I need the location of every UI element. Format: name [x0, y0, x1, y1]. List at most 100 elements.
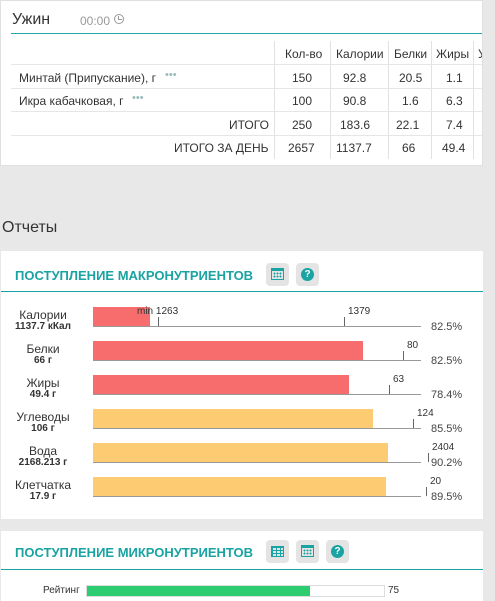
- macro-name: Жиры: [26, 376, 60, 390]
- food-quantity[interactable]: 100: [292, 94, 313, 108]
- food-fat: 6.3: [446, 94, 463, 108]
- reports-title: Отчеты: [2, 219, 58, 236]
- macro-label: Углеводы 106 г: [1, 411, 85, 435]
- col-header-quantity: Кол-во: [285, 47, 323, 61]
- table-icon: [271, 546, 284, 557]
- macro-name: Углеводы: [16, 410, 70, 424]
- row-divider: [11, 88, 482, 89]
- macro-percent: 89.5%: [431, 491, 463, 503]
- column-divider: [274, 41, 275, 159]
- macro-name: Калории: [19, 308, 67, 322]
- macro-bar: [93, 341, 363, 360]
- food-name[interactable]: Икра кабачковая, г: [19, 94, 124, 108]
- day-total-quantity: 2657: [288, 141, 315, 155]
- macro-label: Калории 1137.7 кКал: [1, 309, 85, 333]
- calendar-button[interactable]: [296, 540, 319, 563]
- more-icon[interactable]: •••: [165, 69, 177, 81]
- more-icon[interactable]: •••: [132, 92, 144, 104]
- macro-value: 66 г: [33, 355, 53, 366]
- col-header-calories: Калории: [336, 47, 384, 61]
- macro-axis: [93, 462, 421, 463]
- table-view-button[interactable]: [266, 540, 289, 563]
- macro-axis: [93, 394, 421, 395]
- food-calories: 90.8: [343, 94, 367, 108]
- meal-header-divider: [11, 33, 482, 34]
- meal-title: Ужин: [12, 11, 51, 28]
- help-icon: ?: [301, 268, 314, 281]
- rating-label: Рейтинг: [43, 585, 80, 596]
- food-name[interactable]: Минтай (Припускание), г: [19, 71, 156, 85]
- row-divider: [11, 111, 482, 112]
- target-tick: [413, 419, 414, 428]
- food-quantity[interactable]: 150: [292, 71, 313, 85]
- macro-label: Белки 66 г: [1, 343, 85, 367]
- macronutrients-card: ПОСТУПЛЕНИЕ МАКРОНУТРИЕНТОВ ? Калории 113…: [1, 251, 483, 519]
- clock-icon[interactable]: [114, 14, 124, 24]
- food-fat: 1.1: [446, 71, 463, 85]
- macro-percent: 82.5%: [431, 355, 463, 367]
- macro-label: Вода 2168.213 г: [1, 445, 85, 469]
- help-button[interactable]: ?: [296, 263, 319, 286]
- macro-axis: [93, 360, 421, 361]
- column-divider: [473, 41, 474, 159]
- macro-axis: [93, 326, 421, 327]
- target-value: 1379: [348, 306, 371, 317]
- macro-value: 17.9 г: [29, 491, 57, 502]
- target-value: 20: [430, 476, 442, 487]
- rating-track: [86, 585, 385, 597]
- column-divider: [431, 41, 432, 159]
- micro-card-title: ПОСТУПЛЕНИЕ МИКРОНУТРИЕНТОВ: [15, 545, 254, 560]
- macro-value: 106 г: [31, 423, 55, 434]
- macro-axis: [93, 496, 421, 497]
- macro-card-divider: [1, 291, 483, 292]
- target-tick: [426, 487, 427, 496]
- help-button[interactable]: ?: [326, 540, 349, 563]
- day-total-protein: 66: [402, 141, 416, 155]
- target-value: 2404: [432, 442, 455, 453]
- day-total-fat: 49.4: [442, 141, 466, 155]
- target-value: 124: [417, 408, 434, 419]
- macro-value: 1137.7 кКал: [15, 321, 71, 332]
- macro-value: 2168.213 г: [18, 457, 68, 468]
- food-protein: 20.5: [399, 71, 423, 85]
- macro-name: Белки: [26, 342, 60, 356]
- macro-name: Клетчатка: [14, 478, 72, 492]
- target-tick: [344, 317, 345, 326]
- food-calories: 92.8: [343, 71, 367, 85]
- macro-axis: [93, 428, 421, 429]
- macro-value: 49.4 г: [29, 389, 57, 400]
- macro-label: Клетчатка 17.9 г: [1, 479, 85, 503]
- macro-bar: [93, 409, 373, 428]
- micronutrients-card: ПОСТУПЛЕНИЕ МИКРОНУТРИЕНТОВ ? Рейтинг 75: [1, 531, 483, 601]
- micro-card-divider: [1, 569, 483, 570]
- macro-bar: [93, 375, 349, 394]
- target-value: 63: [393, 374, 405, 385]
- macro-percent: 82.5%: [431, 321, 463, 333]
- calendar-button[interactable]: [266, 263, 289, 286]
- column-divider: [330, 41, 331, 159]
- calendar-icon: [301, 545, 314, 557]
- calendar-icon: [271, 268, 284, 280]
- day-total-label: ИТОГО ЗА ДЕНЬ: [174, 141, 269, 155]
- meal-card: Ужин 00:00 Кол-во Калории Белки Жиры У М…: [0, 0, 483, 166]
- col-header-fat: Жиры: [436, 47, 470, 61]
- day-total-calories: 1137.7: [336, 141, 372, 155]
- macro-bar: [93, 443, 388, 462]
- row-divider: [11, 64, 482, 65]
- rating-value: 75: [388, 585, 400, 596]
- target-value: 80: [407, 340, 419, 351]
- food-protein: 1.6: [402, 94, 419, 108]
- total-quantity: 250: [292, 118, 313, 132]
- macro-label: Жиры 49.4 г: [1, 377, 85, 401]
- macro-percent: 78.4%: [431, 389, 463, 401]
- target-tick: [403, 351, 404, 360]
- meal-time[interactable]: 00:00: [80, 14, 111, 28]
- total-calories: 183.6: [340, 118, 371, 132]
- column-divider: [388, 41, 389, 159]
- col-header-protein: Белки: [394, 47, 428, 61]
- target-tick: [428, 453, 429, 462]
- macro-percent: 85.5%: [431, 423, 463, 435]
- total-label: ИТОГО: [229, 118, 269, 132]
- macro-bar: [93, 307, 150, 326]
- help-icon: ?: [331, 545, 344, 558]
